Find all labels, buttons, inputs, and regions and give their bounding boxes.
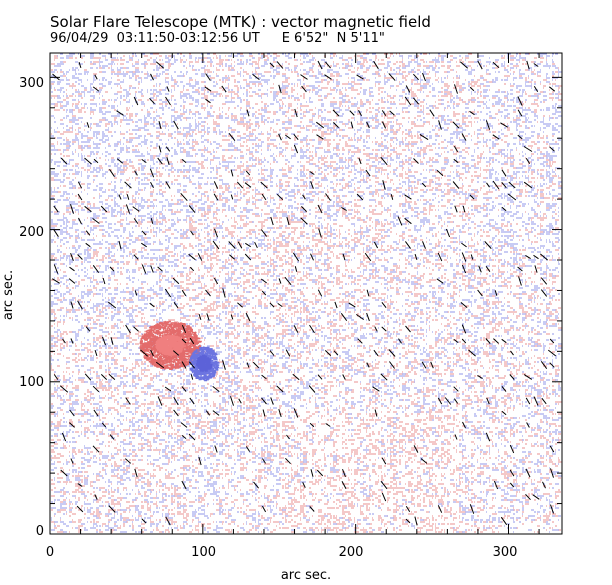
observation-info: 96/04/29 03:11:50-03:12:56 UT E 6'52" N 5… [50, 32, 385, 46]
observation-datetime: 96/04/29 03:11:50-03:12:56 UT [50, 31, 260, 46]
negative-spot-core [195, 354, 213, 372]
x-tick-label-100: 100 [191, 545, 216, 560]
y-tick-label-200: 200 [19, 225, 44, 240]
x-axis-label: arc sec. [281, 568, 331, 583]
vector-segments [52, 60, 557, 526]
y-axis-label: arc sec. [1, 270, 16, 320]
positive-field-speckle [51, 53, 562, 533]
title-text: Solar Flare Telescope (MTK) : vector mag… [50, 13, 431, 31]
axis-ticks [49, 53, 562, 535]
y-tick-label-300: 300 [19, 76, 44, 91]
negative-field-speckle [51, 53, 562, 533]
magnetogram-map [51, 53, 562, 533]
positive-spot-core [155, 334, 187, 356]
y-tick-label-100: 100 [19, 375, 44, 390]
plot-frame [49, 52, 563, 535]
observation-position: E 6'52" N 5'11" [281, 31, 385, 46]
x-tick-label-300: 300 [493, 545, 518, 560]
figure-title: Solar Flare Telescope (MTK) : vector mag… [50, 14, 431, 30]
x-tick-label-0: 0 [46, 545, 54, 560]
x-tick-label-200: 200 [339, 545, 364, 560]
transverse-field-vectors [52, 60, 557, 526]
y-tick-label-0: 0 [36, 524, 44, 539]
